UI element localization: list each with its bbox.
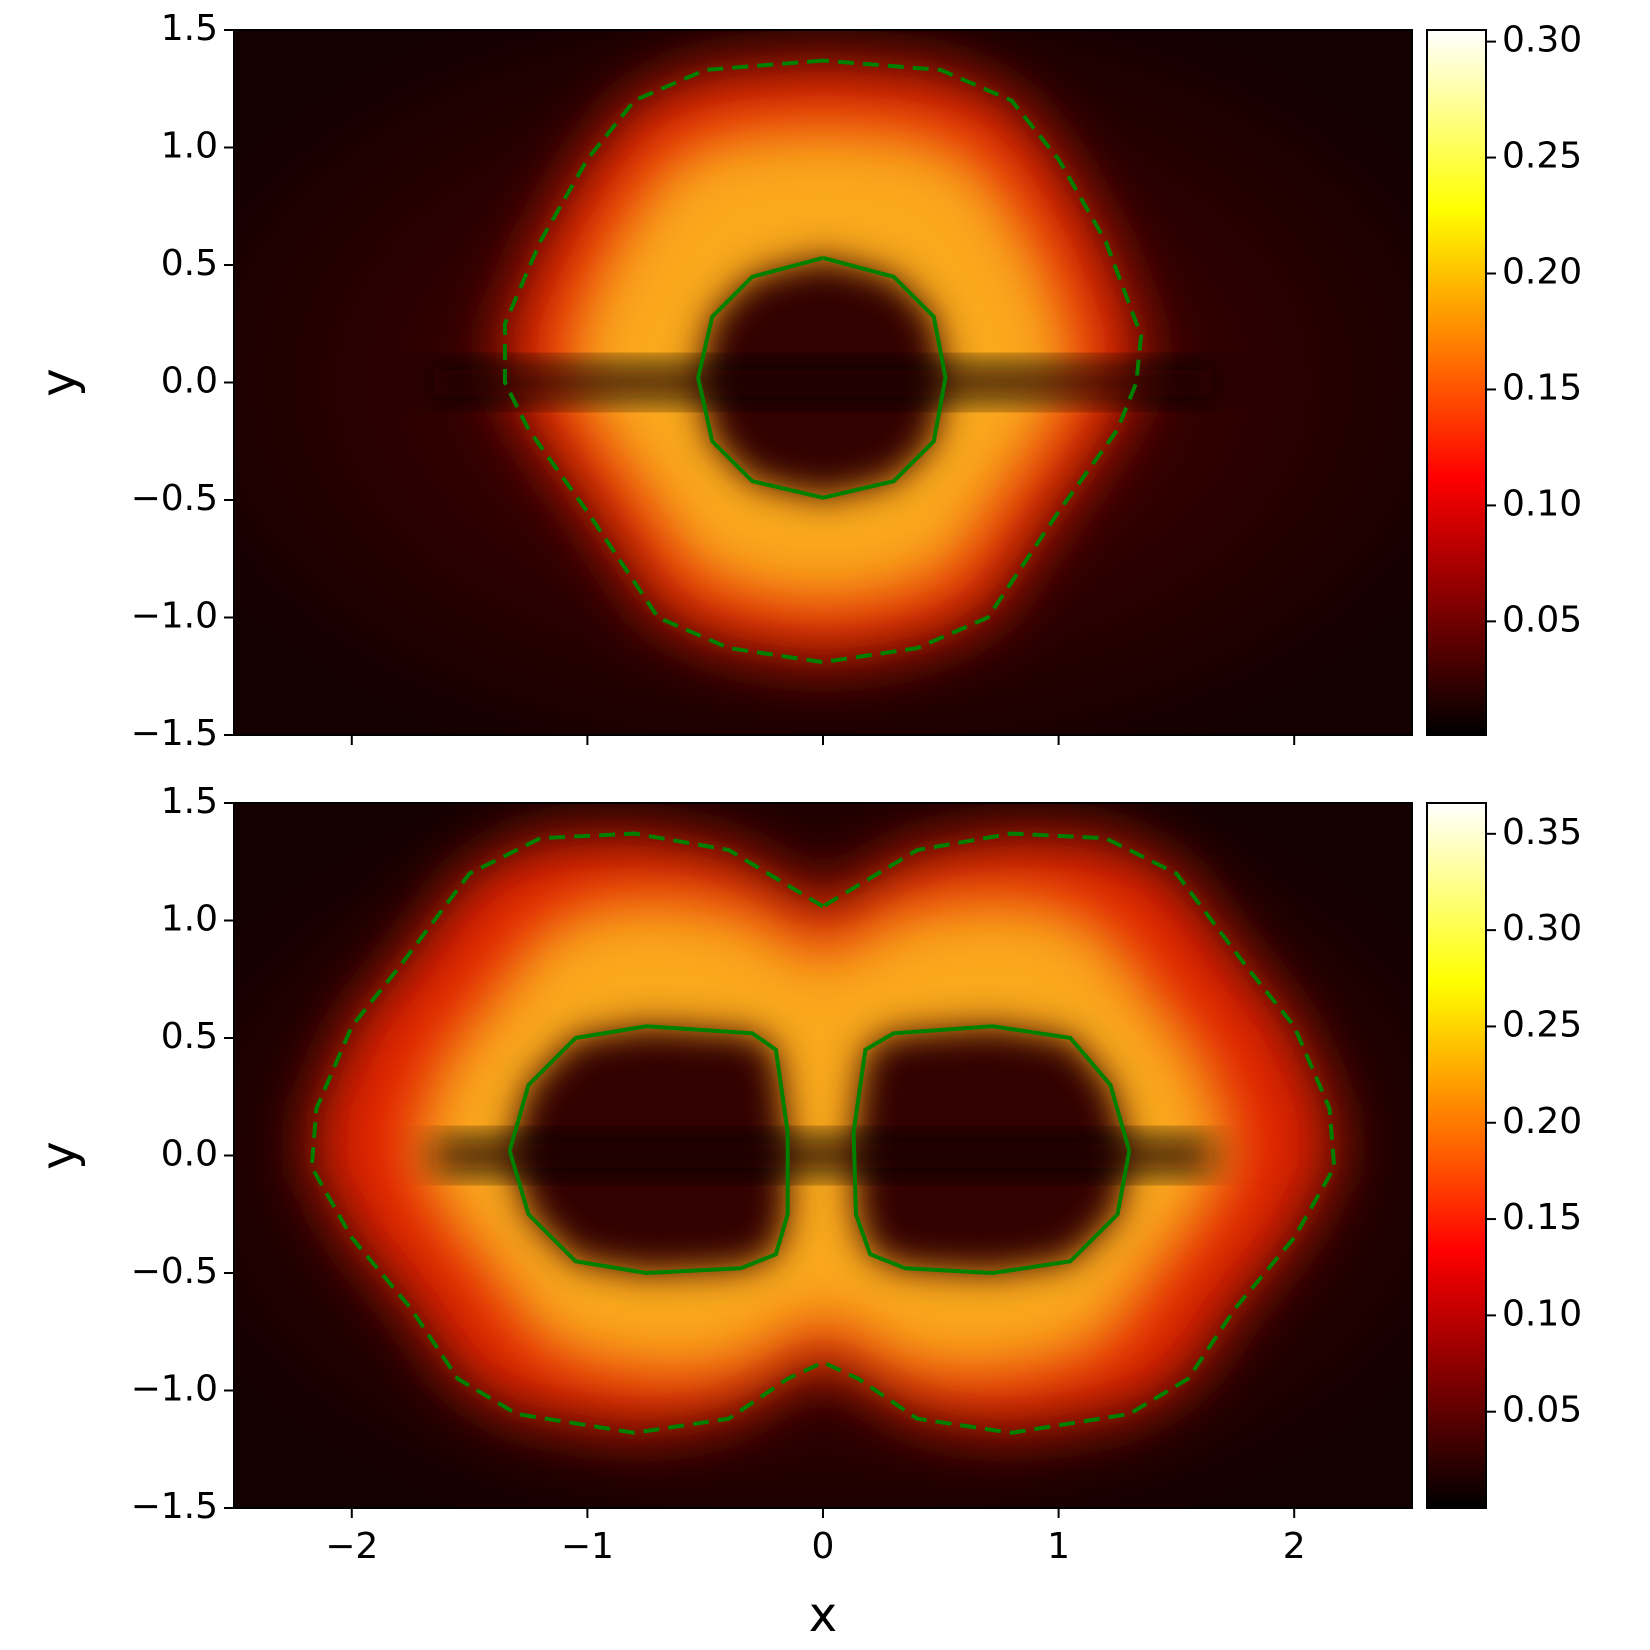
contour-line <box>309 831 1337 1435</box>
colorbar-tick-label: 0.25 <box>1502 136 1582 177</box>
x-tick-label: 0 <box>812 1526 835 1567</box>
plot-area <box>234 803 1412 1508</box>
heat-field <box>434 367 1212 398</box>
y-axis-label: y <box>31 1141 87 1169</box>
colorbar <box>1426 29 1487 736</box>
y-tick-label: 1.5 <box>161 8 218 49</box>
y-tick-label: −1.5 <box>131 1486 218 1527</box>
y-tick-label: −0.5 <box>131 1251 218 1292</box>
y-tick-label: 1.5 <box>161 781 218 822</box>
colorbar-tick-label: 0.10 <box>1502 1293 1582 1334</box>
colorbar-tick-label: 0.15 <box>1502 367 1582 408</box>
y-tick-label: −1.5 <box>131 713 218 754</box>
x-tick-label: 1 <box>1047 1526 1070 1567</box>
y-tick-label: 1.0 <box>161 899 218 940</box>
colorbar-tick-label: 0.25 <box>1502 1004 1582 1045</box>
y-tick-label: 1.0 <box>161 126 218 167</box>
y-tick-label: 0.0 <box>161 361 218 402</box>
y-tick-label: 0.5 <box>161 243 218 284</box>
contour-line <box>502 58 1144 665</box>
colorbar-tick-label: 0.35 <box>1502 812 1582 853</box>
colorbar-tick-label: 0.30 <box>1502 20 1582 61</box>
colorbar-tick-label: 0.05 <box>1502 1390 1582 1431</box>
colorbar-tick-label: 0.15 <box>1502 1197 1582 1238</box>
colorbar-tick-label: 0.20 <box>1502 252 1582 293</box>
y-tick-label: −1.0 <box>131 596 218 637</box>
y-axis-label: y <box>31 368 87 396</box>
y-tick-label: −0.5 <box>131 478 218 519</box>
y-tick-label: 0.5 <box>161 1016 218 1057</box>
colorbar-tick-label: 0.20 <box>1502 1101 1582 1142</box>
contour-line <box>507 1024 790 1276</box>
colorbar-tick-label: 0.05 <box>1502 599 1582 640</box>
heat-field <box>434 1140 1212 1171</box>
x-tick-label: 2 <box>1283 1526 1306 1567</box>
colorbar <box>1426 802 1487 1509</box>
colorbar-tick-label: 0.30 <box>1502 908 1582 949</box>
x-axis-label: x <box>809 1587 837 1643</box>
plot-area <box>234 30 1412 735</box>
contour-line <box>851 1024 1132 1276</box>
x-tick-label: −1 <box>561 1526 614 1567</box>
y-tick-label: 0.0 <box>161 1134 218 1175</box>
y-tick-label: −1.0 <box>131 1369 218 1410</box>
colorbar-tick-label: 0.10 <box>1502 483 1582 524</box>
contour-line <box>696 256 948 500</box>
x-tick-label: −2 <box>325 1526 378 1567</box>
